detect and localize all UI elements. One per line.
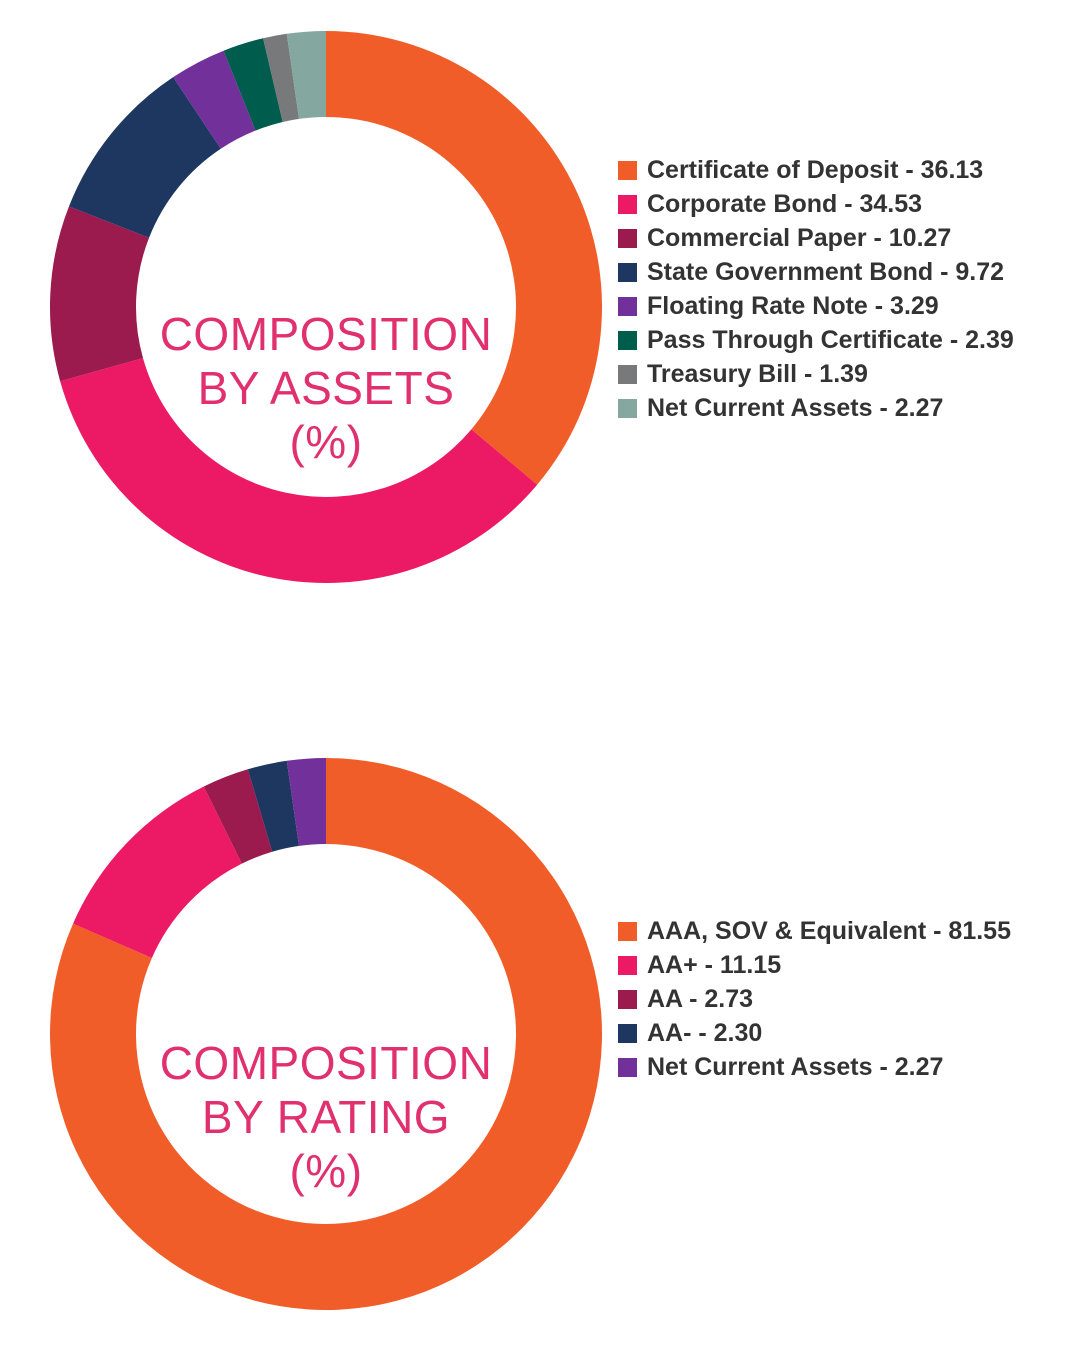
assets-legend-label: Pass Through Certificate - 2.39 xyxy=(647,326,1014,354)
assets-legend-item-corporate-bond: Corporate Bond - 34.53 xyxy=(618,187,1058,221)
rating-legend-item-aa: AA- - 2.30 xyxy=(618,1016,1058,1050)
rating-legend-label: AAA, SOV & Equivalent - 81.55 xyxy=(647,917,1011,945)
rating-legend-swatch xyxy=(618,1058,637,1077)
rating-slice-aa xyxy=(203,769,273,864)
rating-legend-label: AA- - 2.30 xyxy=(647,1019,763,1047)
assets-legend-label: Corporate Bond - 34.53 xyxy=(647,190,923,218)
assets-slice-state-government-bond xyxy=(68,77,221,238)
rating-legend: AAA, SOV & Equivalent - 81.55 AA+ - 11.15… xyxy=(618,914,1058,1084)
rating-legend-label: AA - 2.73 xyxy=(647,985,754,1013)
rating-legend-item-aa: AA+ - 11.15 xyxy=(618,948,1058,982)
assets-slice-commercial-paper xyxy=(49,206,150,382)
assets-legend-label: State Government Bond - 9.72 xyxy=(647,258,1005,286)
assets-legend-swatch xyxy=(618,399,637,418)
assets-legend-label: Floating Rate Note - 3.29 xyxy=(647,292,939,320)
rating-legend-swatch xyxy=(618,956,637,975)
assets-title-line-3: (%) xyxy=(289,416,363,468)
assets-slice-net-current-assets xyxy=(286,31,326,119)
assets-legend-swatch xyxy=(618,297,637,316)
assets-legend-swatch xyxy=(618,365,637,384)
assets-legend-item-treasury-bill: Treasury Bill - 1.39 xyxy=(618,357,1058,391)
rating-slice-aa xyxy=(73,786,242,958)
rating-legend-item-net-current-assets: Net Current Assets - 2.27 xyxy=(618,1050,1058,1084)
assets-legend-label: Treasury Bill - 1.39 xyxy=(647,360,868,388)
assets-slice-treasury-bill xyxy=(263,33,299,123)
rating-legend-swatch xyxy=(618,990,637,1009)
assets-legend-label: Certificate of Deposit - 36.13 xyxy=(647,156,984,184)
rating-donut xyxy=(50,758,603,1310)
rating-legend-label: Net Current Assets - 2.27 xyxy=(647,1053,944,1081)
assets-title-line-2: BY ASSETS xyxy=(197,362,455,414)
assets-legend-item-commercial-paper: Commercial Paper - 10.27 xyxy=(618,221,1058,255)
rating-chart-title: COMPOSITION BY RATING (%) xyxy=(96,1036,556,1198)
assets-legend-swatch xyxy=(618,331,637,350)
rating-legend-swatch xyxy=(618,922,637,941)
assets-legend-swatch xyxy=(618,263,637,282)
rating-slice-net-current-assets xyxy=(286,758,326,846)
assets-legend-swatch xyxy=(618,161,637,180)
assets-legend-item-net-current-assets: Net Current Assets - 2.27 xyxy=(618,391,1058,425)
rating-legend-item-aa: AA - 2.73 xyxy=(618,982,1058,1016)
rating-slice-aa xyxy=(247,760,299,852)
rating-title-line-3: (%) xyxy=(289,1145,363,1197)
assets-legend-item-floating-rate-note: Floating Rate Note - 3.29 xyxy=(618,289,1058,323)
assets-slice-floating-rate-note xyxy=(173,50,256,149)
composition-by-assets-chart: COMPOSITION BY ASSETS (%) Certificate of… xyxy=(0,25,1090,585)
assets-legend-swatch xyxy=(618,195,637,214)
composition-by-rating-chart: COMPOSITION BY RATING (%) AAA, SOV & Equ… xyxy=(0,752,1090,1312)
rating-slice-aaa-sov-equivalent xyxy=(50,758,603,1310)
assets-legend-label: Commercial Paper - 10.27 xyxy=(647,224,952,252)
rating-legend-label: AA+ - 11.15 xyxy=(647,951,782,979)
assets-slice-corporate-bond xyxy=(60,358,538,584)
assets-legend-item-certificate-of-deposit: Certificate of Deposit - 36.13 xyxy=(618,153,1058,187)
assets-legend-swatch xyxy=(618,229,637,248)
assets-donut xyxy=(49,31,603,584)
assets-legend-item-pass-through-certificate: Pass Through Certificate - 2.39 xyxy=(618,323,1058,357)
rating-title-line-1: COMPOSITION xyxy=(159,1037,493,1089)
rating-legend-swatch xyxy=(618,1024,637,1043)
assets-chart-title: COMPOSITION BY ASSETS (%) xyxy=(96,307,556,469)
assets-legend-item-state-government-bond: State Government Bond - 9.72 xyxy=(618,255,1058,289)
assets-slice-certificate-of-deposit xyxy=(326,31,603,485)
assets-legend: Certificate of Deposit - 36.13 Corporate … xyxy=(618,153,1058,425)
assets-title-line-1: COMPOSITION xyxy=(159,308,493,360)
assets-slice-pass-through-certificate xyxy=(223,38,283,131)
rating-title-line-2: BY RATING xyxy=(201,1091,451,1143)
rating-legend-item-aaa-sov-equivalent: AAA, SOV & Equivalent - 81.55 xyxy=(618,914,1058,948)
assets-legend-label: Net Current Assets - 2.27 xyxy=(647,394,944,422)
